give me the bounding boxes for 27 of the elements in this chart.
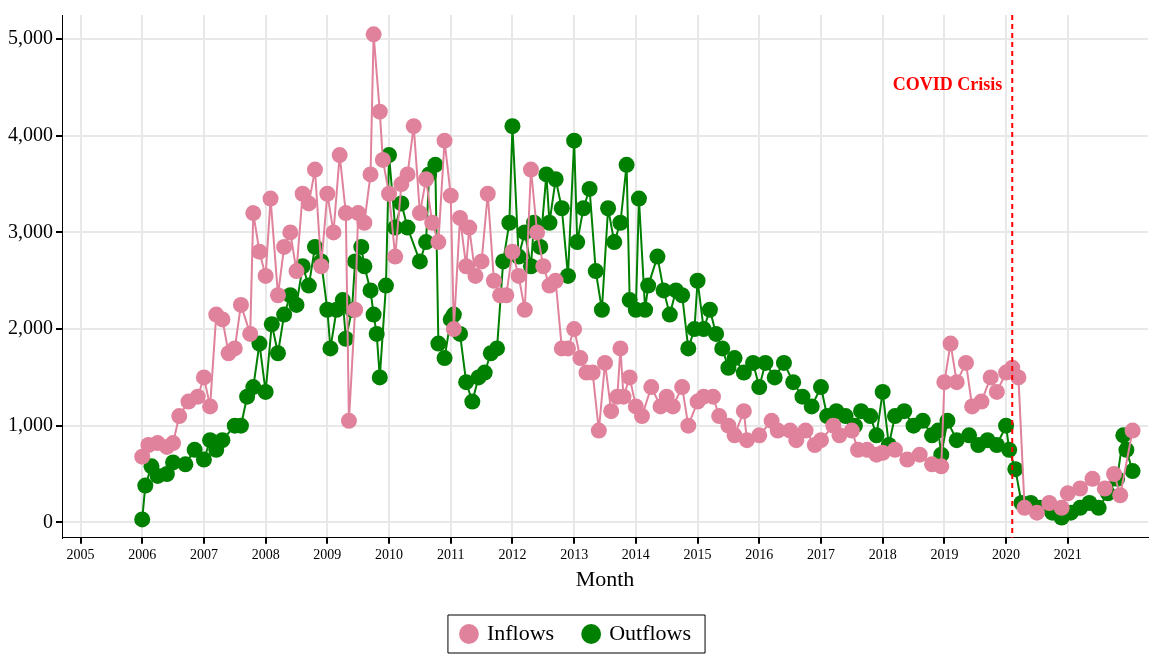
x-tick-label: 2012 xyxy=(498,546,527,562)
x-tick-label: 2020 xyxy=(992,546,1021,562)
x-tick-label: 2007 xyxy=(189,546,218,562)
x-tick-label: 2005 xyxy=(66,546,95,562)
ref-line-label: COVID Crisis xyxy=(892,73,1003,94)
x-tick-label: 2014 xyxy=(621,546,650,562)
x-tick-label: 2019 xyxy=(930,546,959,562)
x-tick-label: 2013 xyxy=(560,546,589,562)
x-tick-label: 2016 xyxy=(745,546,774,562)
x-tick-label: 2006 xyxy=(128,546,157,562)
x-tick-label: 2018 xyxy=(868,546,897,562)
x-tick-label: 2021 xyxy=(1053,546,1082,562)
y-tick-label: 5,000 xyxy=(8,26,53,49)
y-tick-label: 4,000 xyxy=(8,123,53,146)
y-tick-label: 1,000 xyxy=(8,412,53,435)
x-tick-label: 2015 xyxy=(683,546,712,562)
y-tick-label: 2,000 xyxy=(8,316,53,339)
x-tick-label: 2011 xyxy=(437,546,465,562)
x-axis-title: Month xyxy=(575,565,635,591)
x-tick-label: 2009 xyxy=(313,546,342,562)
y-tick-label: 3,000 xyxy=(8,219,53,242)
x-tick-label: 2017 xyxy=(806,546,835,562)
legend-label: Inflows xyxy=(486,619,555,645)
x-tick-label: 2008 xyxy=(251,546,280,562)
y-tick-label: 0 xyxy=(43,509,53,532)
x-tick-label: 2010 xyxy=(375,546,404,562)
legend-label: Outflows xyxy=(609,619,692,645)
